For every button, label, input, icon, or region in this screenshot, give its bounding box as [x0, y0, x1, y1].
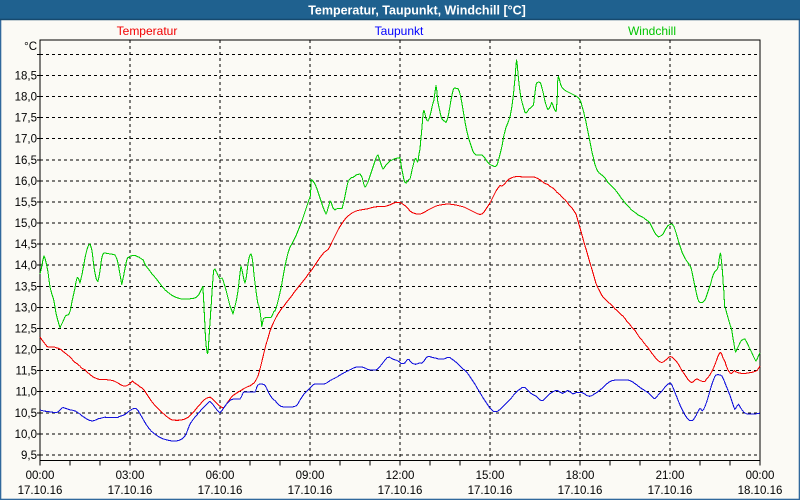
svg-text:Temperatur: Temperatur: [117, 24, 178, 38]
svg-text:17.10.16: 17.10.16: [108, 485, 153, 497]
svg-text:17,0: 17,0: [15, 134, 37, 146]
svg-text:14,5: 14,5: [15, 239, 37, 251]
svg-text:09:00: 09:00: [296, 470, 325, 482]
svg-text:°C: °C: [24, 41, 37, 53]
svg-text:18,0: 18,0: [15, 92, 37, 104]
svg-text:16,0: 16,0: [15, 176, 37, 188]
svg-text:18:00: 18:00: [566, 470, 595, 482]
svg-text:15,0: 15,0: [15, 218, 37, 230]
svg-text:17.10.16: 17.10.16: [378, 485, 423, 497]
svg-text:11,0: 11,0: [15, 387, 37, 399]
svg-text:00:00: 00:00: [26, 470, 55, 482]
svg-text:17.10.16: 17.10.16: [198, 485, 243, 497]
svg-text:17.10.16: 17.10.16: [648, 485, 693, 497]
svg-text:17.10.16: 17.10.16: [288, 485, 333, 497]
svg-text:14,0: 14,0: [15, 260, 37, 272]
svg-text:17.10.16: 17.10.16: [558, 485, 603, 497]
svg-text:15:00: 15:00: [476, 470, 505, 482]
svg-text:17.10.16: 17.10.16: [468, 485, 513, 497]
svg-text:17.10.16: 17.10.16: [18, 485, 63, 497]
svg-text:Temperatur, Taupunkt, Windchil: Temperatur, Taupunkt, Windchill [°C]: [308, 4, 526, 18]
svg-text:18.10.16: 18.10.16: [738, 485, 783, 497]
svg-text:13,0: 13,0: [15, 302, 37, 314]
svg-text:12,0: 12,0: [15, 345, 37, 357]
svg-text:03:00: 03:00: [116, 470, 145, 482]
svg-text:Taupunkt: Taupunkt: [375, 24, 424, 38]
svg-text:12,5: 12,5: [15, 323, 37, 335]
svg-text:9,5: 9,5: [21, 450, 37, 462]
svg-text:06:00: 06:00: [206, 470, 235, 482]
svg-text:18,5: 18,5: [15, 71, 37, 83]
svg-text:Windchill: Windchill: [628, 24, 676, 38]
svg-text:21:00: 21:00: [656, 470, 685, 482]
svg-text:16,5: 16,5: [15, 155, 37, 167]
svg-text:00:00: 00:00: [746, 470, 775, 482]
svg-text:15,5: 15,5: [15, 197, 37, 209]
svg-text:10,0: 10,0: [15, 429, 37, 441]
svg-text:10,5: 10,5: [15, 408, 37, 420]
svg-text:17,5: 17,5: [15, 113, 37, 125]
svg-text:12:00: 12:00: [386, 470, 415, 482]
svg-text:13,5: 13,5: [15, 281, 37, 293]
svg-text:11,5: 11,5: [15, 366, 37, 378]
